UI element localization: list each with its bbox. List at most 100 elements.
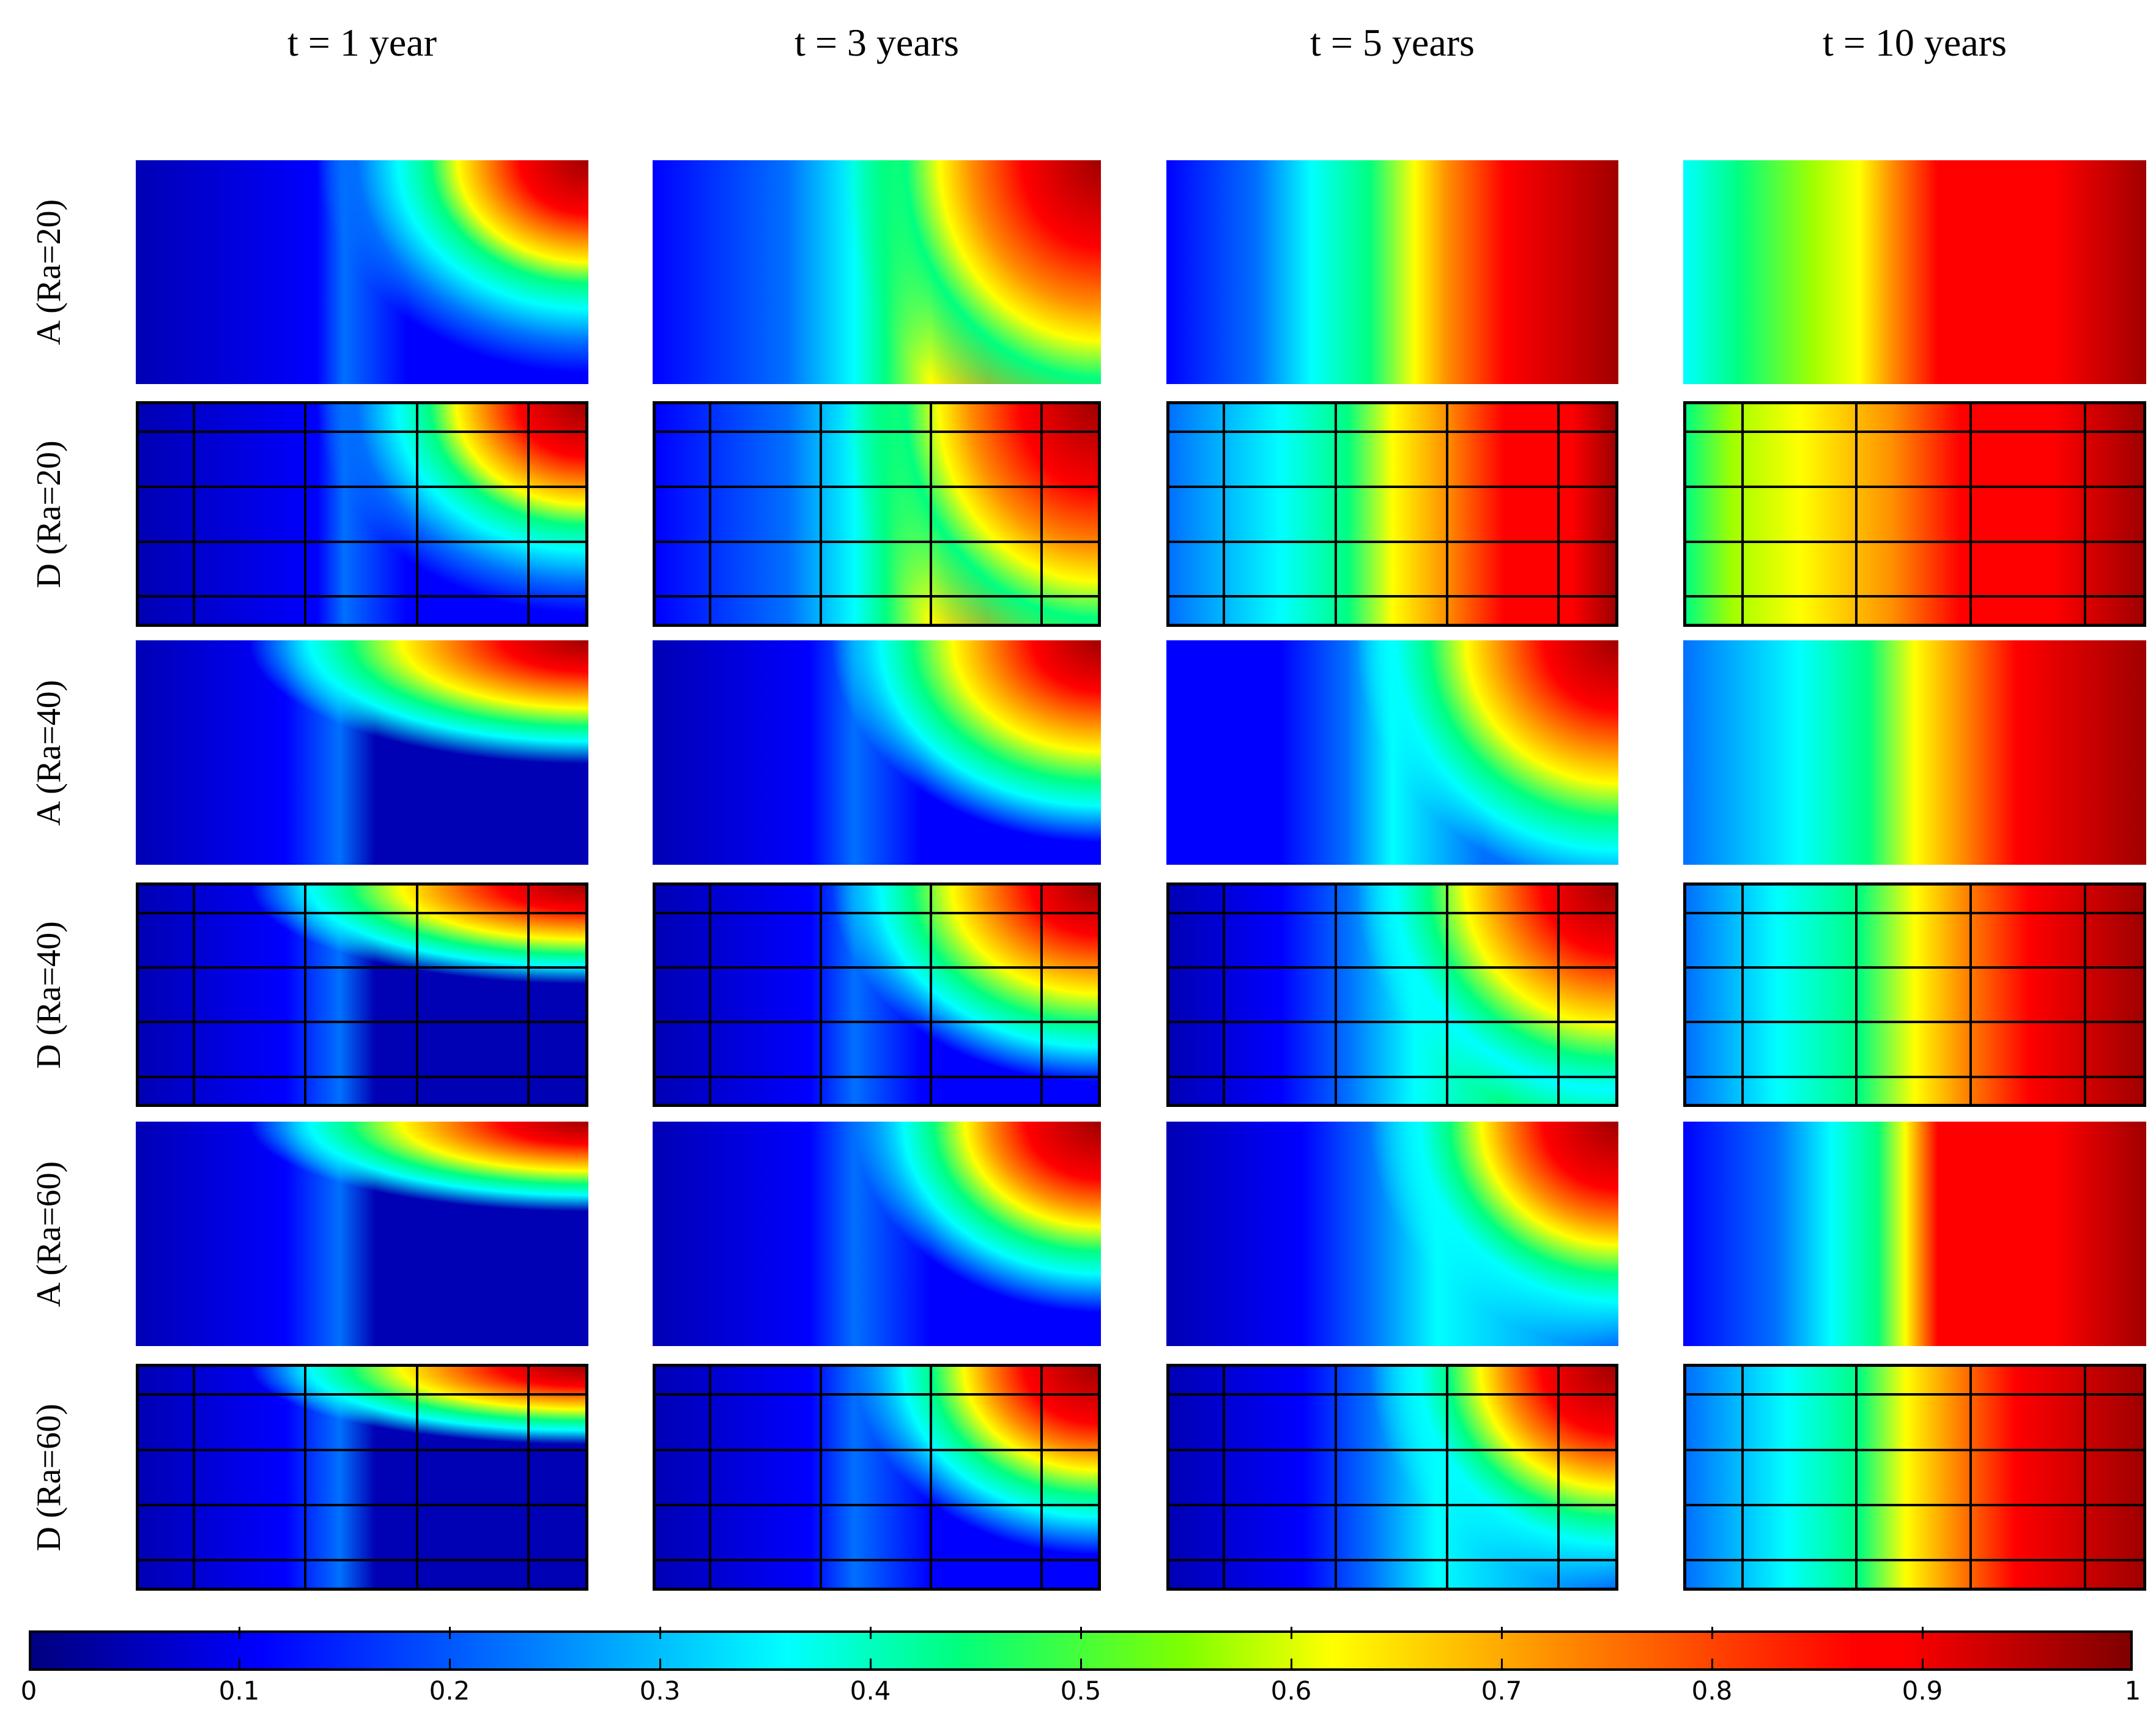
grid-line-horizontal — [1686, 1075, 2143, 1078]
grid-line-vertical — [527, 886, 530, 1104]
grid-line-vertical — [1040, 1367, 1043, 1588]
row-label-text: A (Ra=60) — [30, 1161, 68, 1307]
grid-line-vertical — [192, 404, 195, 624]
colorbar-tick-bottom — [449, 1659, 451, 1671]
heatmap-panel-d-ra20-t10 — [1683, 401, 2146, 627]
colorbar-tick-label: 0.7 — [1481, 1676, 1522, 1706]
row-label-a-ra40: A (Ra=40) — [12, 640, 86, 865]
grid-line-horizontal — [656, 911, 1098, 914]
heatmap-fill — [653, 640, 1101, 865]
heatmap-fill — [136, 1122, 588, 1346]
grid-line-horizontal — [139, 1559, 585, 1562]
grid-line-vertical — [930, 1367, 933, 1588]
grid-line-vertical — [930, 886, 933, 1104]
colorbar-tick-label: 0.3 — [639, 1676, 681, 1706]
grid-line-horizontal — [1169, 1021, 1615, 1024]
heatmap-fill — [656, 404, 1098, 624]
colorbar-tick-bottom — [1501, 1659, 1503, 1671]
heatmap-panel-d-ra60-t3 — [653, 1364, 1101, 1591]
grid-line-vertical — [2083, 886, 2086, 1104]
row-label-text: A (Ra=20) — [30, 199, 68, 346]
grid-line-horizontal — [1169, 540, 1615, 543]
grid-line-vertical — [1334, 1367, 1337, 1588]
heatmap-fill — [1686, 404, 2143, 624]
colorbar-tick-top — [1711, 1627, 1713, 1639]
grid-line-vertical — [1969, 1367, 1973, 1588]
row-label-a-ra20: A (Ra=20) — [12, 160, 86, 384]
colorbar-tick-label: 0.9 — [1902, 1676, 1943, 1706]
grid-line-horizontal — [1686, 1559, 2143, 1562]
heatmap-fill — [1683, 1122, 2146, 1346]
colorbar-tick-label: 0 — [20, 1676, 37, 1706]
grid-line-vertical — [708, 404, 711, 624]
grid-line-horizontal — [1686, 540, 2143, 543]
grid-line-vertical — [819, 404, 822, 624]
grid-line-horizontal — [656, 1393, 1098, 1396]
column-title-t5: t = 5 years — [1310, 21, 1475, 64]
grid-line-horizontal — [1686, 431, 2143, 434]
heatmap-fill — [1686, 1367, 2143, 1588]
grid-line-horizontal — [1169, 1393, 1615, 1396]
grid-line-horizontal — [1169, 1559, 1615, 1562]
grid-line-vertical — [1741, 886, 1744, 1104]
grid-line-horizontal — [139, 1503, 585, 1506]
grid-line-vertical — [304, 1367, 307, 1588]
colorbar-tick-top — [1922, 1627, 1924, 1639]
grid-line-vertical — [1557, 1367, 1560, 1588]
heatmap-fill — [1169, 886, 1615, 1104]
grid-line-vertical — [415, 886, 418, 1104]
row-label-text: D (Ra=40) — [30, 920, 68, 1069]
heatmap-fill — [1683, 160, 2146, 384]
grid-line-vertical — [1557, 886, 1560, 1104]
grid-line-horizontal — [139, 911, 585, 914]
heatmap-panel-a-ra20-t10 — [1683, 160, 2146, 384]
heatmap-fill — [656, 1367, 1098, 1588]
heatmap-panel-a-ra40-t5 — [1166, 640, 1618, 865]
grid-line-vertical — [1334, 404, 1337, 624]
colorbar-tick-top — [449, 1627, 451, 1639]
heatmap-fill — [653, 1122, 1101, 1346]
grid-line-horizontal — [139, 1393, 585, 1396]
grid-line-horizontal — [139, 1021, 585, 1024]
grid-line-horizontal — [1169, 966, 1615, 969]
grid-line-vertical — [1855, 886, 1858, 1104]
grid-line-vertical — [819, 1367, 822, 1588]
grid-line-horizontal — [656, 1503, 1098, 1506]
grid-line-horizontal — [1686, 1448, 2143, 1451]
heatmap-fill — [1166, 160, 1618, 384]
grid-line-vertical — [819, 886, 822, 1104]
colorbar-tick-top — [870, 1627, 872, 1639]
grid-line-vertical — [2083, 1367, 2086, 1588]
grid-line-vertical — [1741, 404, 1744, 624]
heatmap-panel-d-ra20-t3 — [653, 401, 1101, 627]
grid-line-horizontal — [1686, 1393, 2143, 1396]
colorbar-tick-label: 0.1 — [218, 1676, 260, 1706]
grid-line-horizontal — [139, 540, 585, 543]
heatmap-panel-a-ra20-t1 — [136, 160, 588, 384]
heatmap-panel-d-ra40-t1 — [136, 882, 588, 1107]
grid-line-vertical — [1741, 1367, 1744, 1588]
column-title-t3: t = 3 years — [795, 21, 959, 64]
heatmap-panel-a-ra60-t10 — [1683, 1122, 2146, 1346]
grid-line-horizontal — [1169, 431, 1615, 434]
row-label-d-ra60: D (Ra=60) — [12, 1364, 86, 1591]
colorbar-tick-top — [1291, 1627, 1292, 1639]
heatmap-panel-a-ra40-t10 — [1683, 640, 2146, 865]
grid-line-horizontal — [1169, 1075, 1615, 1078]
colorbar-tick-bottom — [659, 1659, 661, 1671]
heatmap-panel-d-ra60-t1 — [136, 1364, 588, 1591]
grid-line-vertical — [1445, 886, 1448, 1104]
heatmap-fill — [1686, 886, 2143, 1104]
grid-line-vertical — [1040, 404, 1043, 624]
heatmap-panel-a-ra40-t3 — [653, 640, 1101, 865]
grid-line-horizontal — [139, 966, 585, 969]
heatmap-fill — [1166, 1122, 1618, 1346]
grid-line-horizontal — [139, 595, 585, 598]
heatmap-panel-a-ra60-t1 — [136, 1122, 588, 1346]
heatmap-fill — [136, 160, 588, 384]
heatmap-fill — [653, 160, 1101, 384]
heatmap-fill — [139, 1367, 585, 1588]
grid-line-horizontal — [139, 1075, 585, 1078]
heatmap-fill — [139, 886, 585, 1104]
grid-line-vertical — [192, 1367, 195, 1588]
